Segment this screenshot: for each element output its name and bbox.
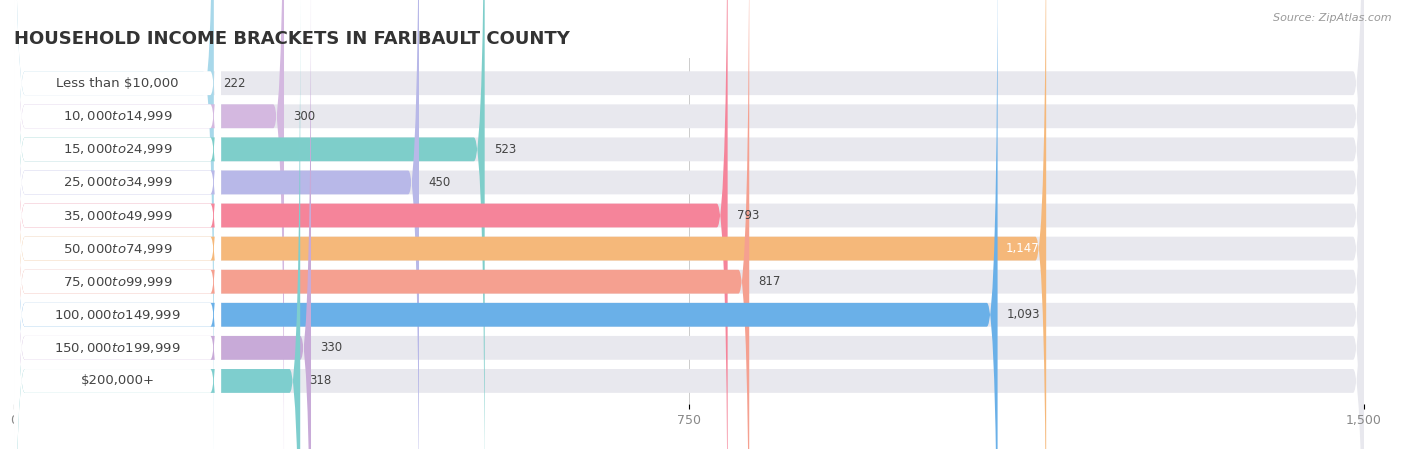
- FancyBboxPatch shape: [14, 0, 221, 449]
- Text: $35,000 to $49,999: $35,000 to $49,999: [63, 208, 173, 223]
- FancyBboxPatch shape: [14, 0, 301, 449]
- Text: $100,000 to $149,999: $100,000 to $149,999: [55, 308, 181, 322]
- Text: 793: 793: [737, 209, 759, 222]
- FancyBboxPatch shape: [14, 0, 221, 449]
- Text: $10,000 to $14,999: $10,000 to $14,999: [63, 109, 173, 123]
- FancyBboxPatch shape: [14, 0, 419, 449]
- Text: $200,000+: $200,000+: [80, 374, 155, 387]
- FancyBboxPatch shape: [14, 0, 311, 449]
- FancyBboxPatch shape: [14, 0, 221, 449]
- FancyBboxPatch shape: [14, 0, 485, 449]
- FancyBboxPatch shape: [14, 0, 1364, 449]
- FancyBboxPatch shape: [14, 0, 1364, 449]
- FancyBboxPatch shape: [14, 0, 221, 449]
- FancyBboxPatch shape: [14, 0, 1364, 449]
- Text: $15,000 to $24,999: $15,000 to $24,999: [63, 142, 173, 156]
- FancyBboxPatch shape: [14, 0, 221, 449]
- FancyBboxPatch shape: [14, 0, 221, 449]
- Text: $150,000 to $199,999: $150,000 to $199,999: [55, 341, 181, 355]
- Text: 318: 318: [309, 374, 332, 387]
- Text: 817: 817: [758, 275, 780, 288]
- Text: Less than $10,000: Less than $10,000: [56, 77, 179, 90]
- Text: 450: 450: [427, 176, 450, 189]
- FancyBboxPatch shape: [14, 0, 1364, 449]
- FancyBboxPatch shape: [14, 0, 749, 449]
- Text: 523: 523: [494, 143, 516, 156]
- Text: 1,093: 1,093: [1007, 308, 1040, 321]
- FancyBboxPatch shape: [14, 0, 284, 449]
- FancyBboxPatch shape: [14, 0, 1364, 449]
- FancyBboxPatch shape: [14, 0, 221, 449]
- Text: 330: 330: [321, 341, 342, 354]
- FancyBboxPatch shape: [14, 0, 1364, 449]
- Text: $25,000 to $34,999: $25,000 to $34,999: [63, 176, 173, 189]
- Text: HOUSEHOLD INCOME BRACKETS IN FARIBAULT COUNTY: HOUSEHOLD INCOME BRACKETS IN FARIBAULT C…: [14, 31, 569, 48]
- Text: 222: 222: [222, 77, 245, 90]
- FancyBboxPatch shape: [14, 0, 1364, 449]
- Text: 1,147: 1,147: [1005, 242, 1039, 255]
- FancyBboxPatch shape: [14, 0, 221, 449]
- FancyBboxPatch shape: [14, 0, 1364, 449]
- FancyBboxPatch shape: [14, 0, 221, 449]
- FancyBboxPatch shape: [14, 0, 221, 449]
- FancyBboxPatch shape: [14, 0, 1364, 449]
- Text: $50,000 to $74,999: $50,000 to $74,999: [63, 242, 173, 255]
- Text: 300: 300: [292, 110, 315, 123]
- Text: $75,000 to $99,999: $75,000 to $99,999: [63, 275, 173, 289]
- FancyBboxPatch shape: [14, 0, 214, 449]
- FancyBboxPatch shape: [14, 0, 728, 449]
- Text: Source: ZipAtlas.com: Source: ZipAtlas.com: [1274, 13, 1392, 23]
- FancyBboxPatch shape: [14, 0, 1364, 449]
- FancyBboxPatch shape: [14, 0, 998, 449]
- FancyBboxPatch shape: [14, 0, 1046, 449]
